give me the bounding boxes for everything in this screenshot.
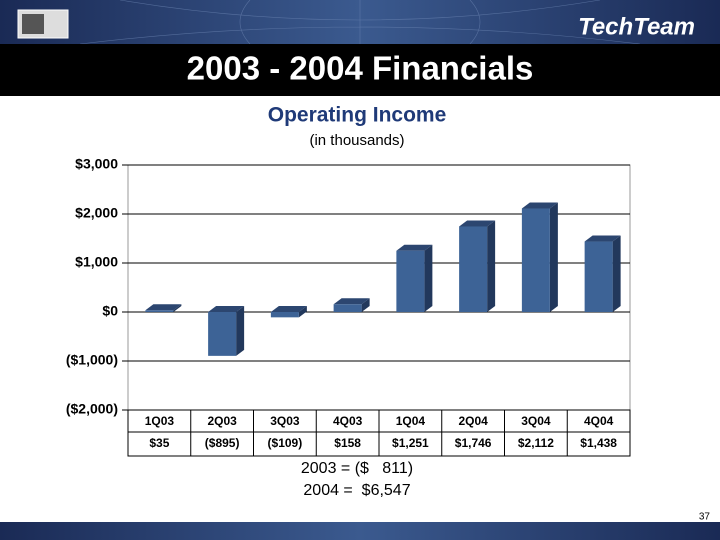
chart: ($2,000) ($1,000) $0 $1,000 $2,000 $3,000 1Q03… <box>66 156 631 457</box>
slide-title: 2003 - 2004 Financials <box>187 50 534 87</box>
value-label: $35 <box>149 436 169 450</box>
x-tick-label: 3Q04 <box>521 414 551 428</box>
bar-side <box>549 202 558 312</box>
note: 2004 = $6,547 <box>303 482 410 499</box>
x-tick-label: 4Q03 <box>333 414 363 428</box>
note: 2003 = ($ 811) <box>301 460 413 477</box>
bar <box>584 241 613 312</box>
y-tick-label: $3,000 <box>75 156 118 172</box>
y-tick-label: $2,000 <box>75 205 118 221</box>
value-label: $158 <box>334 436 361 450</box>
bar-side <box>236 306 245 356</box>
bar <box>333 304 362 312</box>
bar <box>208 312 237 356</box>
bar-top <box>208 306 245 312</box>
bar <box>270 312 299 318</box>
bar <box>145 310 174 312</box>
bar <box>396 250 425 312</box>
bar-side <box>298 306 307 318</box>
x-tick-label: 2Q04 <box>458 414 488 428</box>
chart-subtitle: (in thousands) <box>309 132 404 149</box>
bar-top <box>521 202 558 209</box>
footer-band <box>0 522 720 540</box>
chart-title: Operating Income <box>268 104 447 127</box>
value-label: ($109) <box>268 436 303 450</box>
bar-top <box>270 306 307 312</box>
x-tick-label: 4Q04 <box>584 414 614 428</box>
y-tick-label: $1,000 <box>75 254 118 270</box>
globe-lines <box>79 0 641 45</box>
value-label: ($895) <box>205 436 240 450</box>
iso-logo-mark <box>22 14 44 34</box>
bar-side <box>424 244 433 312</box>
bar-side <box>487 220 496 312</box>
x-tick-label: 3Q03 <box>270 414 300 428</box>
x-tick-label: 1Q04 <box>396 414 426 428</box>
value-label: $1,438 <box>580 436 617 450</box>
x-tick-label: 1Q03 <box>145 414 175 428</box>
bar <box>459 226 488 312</box>
y-tick-label: $0 <box>102 303 118 319</box>
bar-top <box>584 235 621 242</box>
value-label: $1,251 <box>392 436 429 450</box>
page-number: 37 <box>699 512 711 523</box>
y-tick-label: ($2,000) <box>66 401 118 417</box>
bar-top <box>145 304 182 311</box>
bar-side <box>361 298 370 312</box>
bar-side <box>173 304 182 312</box>
company-logo: TechTeam <box>578 13 695 40</box>
bar-side <box>612 235 621 312</box>
bar-top <box>333 298 370 305</box>
bar-top <box>396 244 433 251</box>
x-tick-label: 2Q03 <box>207 414 237 428</box>
bar-top <box>459 220 496 227</box>
value-label: $1,746 <box>455 436 492 450</box>
value-label: $2,112 <box>518 436 554 450</box>
title-bar <box>0 44 720 96</box>
bar <box>521 208 550 312</box>
y-tick-label: ($1,000) <box>66 352 118 368</box>
